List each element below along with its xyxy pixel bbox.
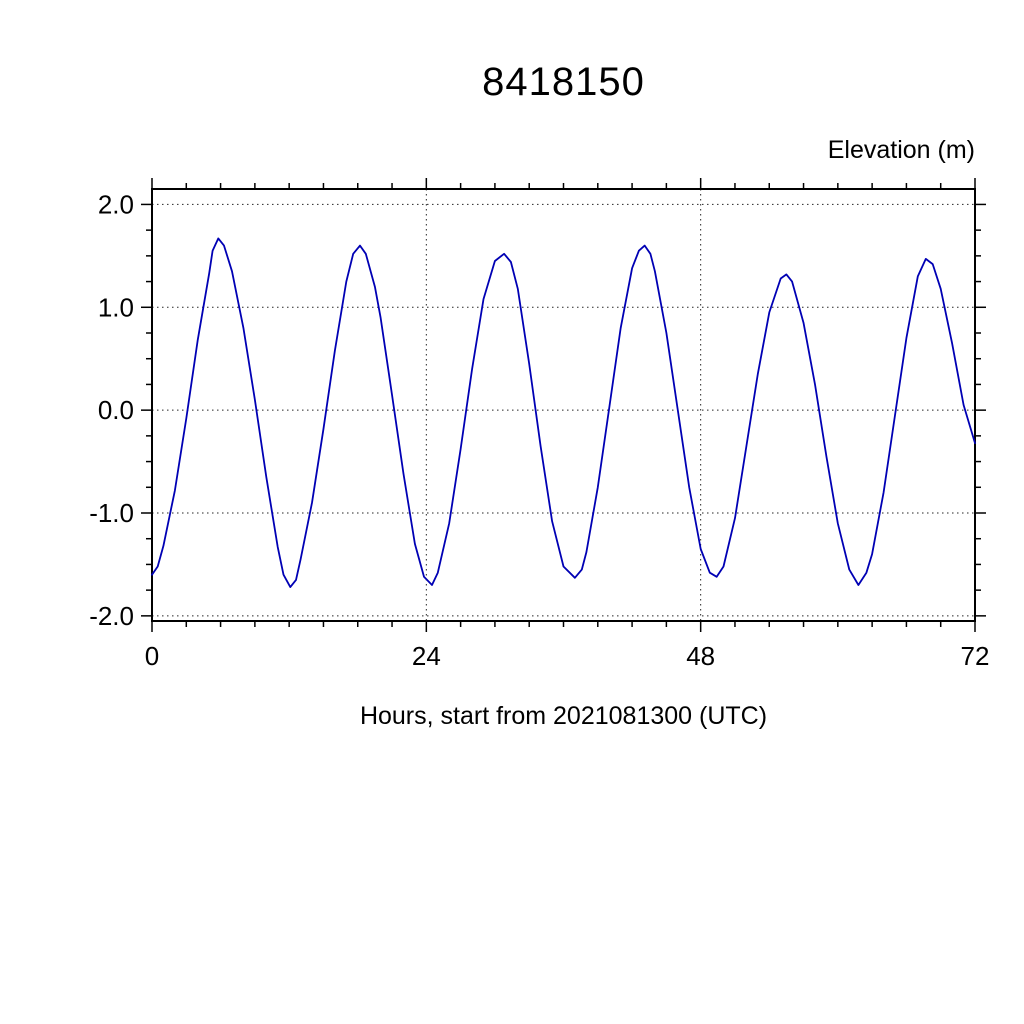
y-tick-label: -1.0 (89, 498, 134, 528)
plot-frame (151, 188, 976, 622)
chart-title: 8418150 (482, 60, 645, 104)
x-tick-label: 72 (961, 641, 990, 671)
elevation-curve (151, 237, 976, 588)
x-tick-label: 0 (145, 641, 159, 671)
x-tick-label: 24 (412, 641, 441, 671)
y-tick-label: 0.0 (98, 395, 134, 425)
y-axis-title: Elevation (m) (827, 136, 975, 164)
y-tick-label: 2.0 (98, 189, 134, 219)
x-tick-label: 48 (686, 641, 715, 671)
y-tick-label: -2.0 (89, 601, 134, 631)
y-tick-label: 1.0 (98, 292, 134, 322)
x-axis-label: Hours, start from 2021081300 (UTC) (359, 702, 768, 730)
